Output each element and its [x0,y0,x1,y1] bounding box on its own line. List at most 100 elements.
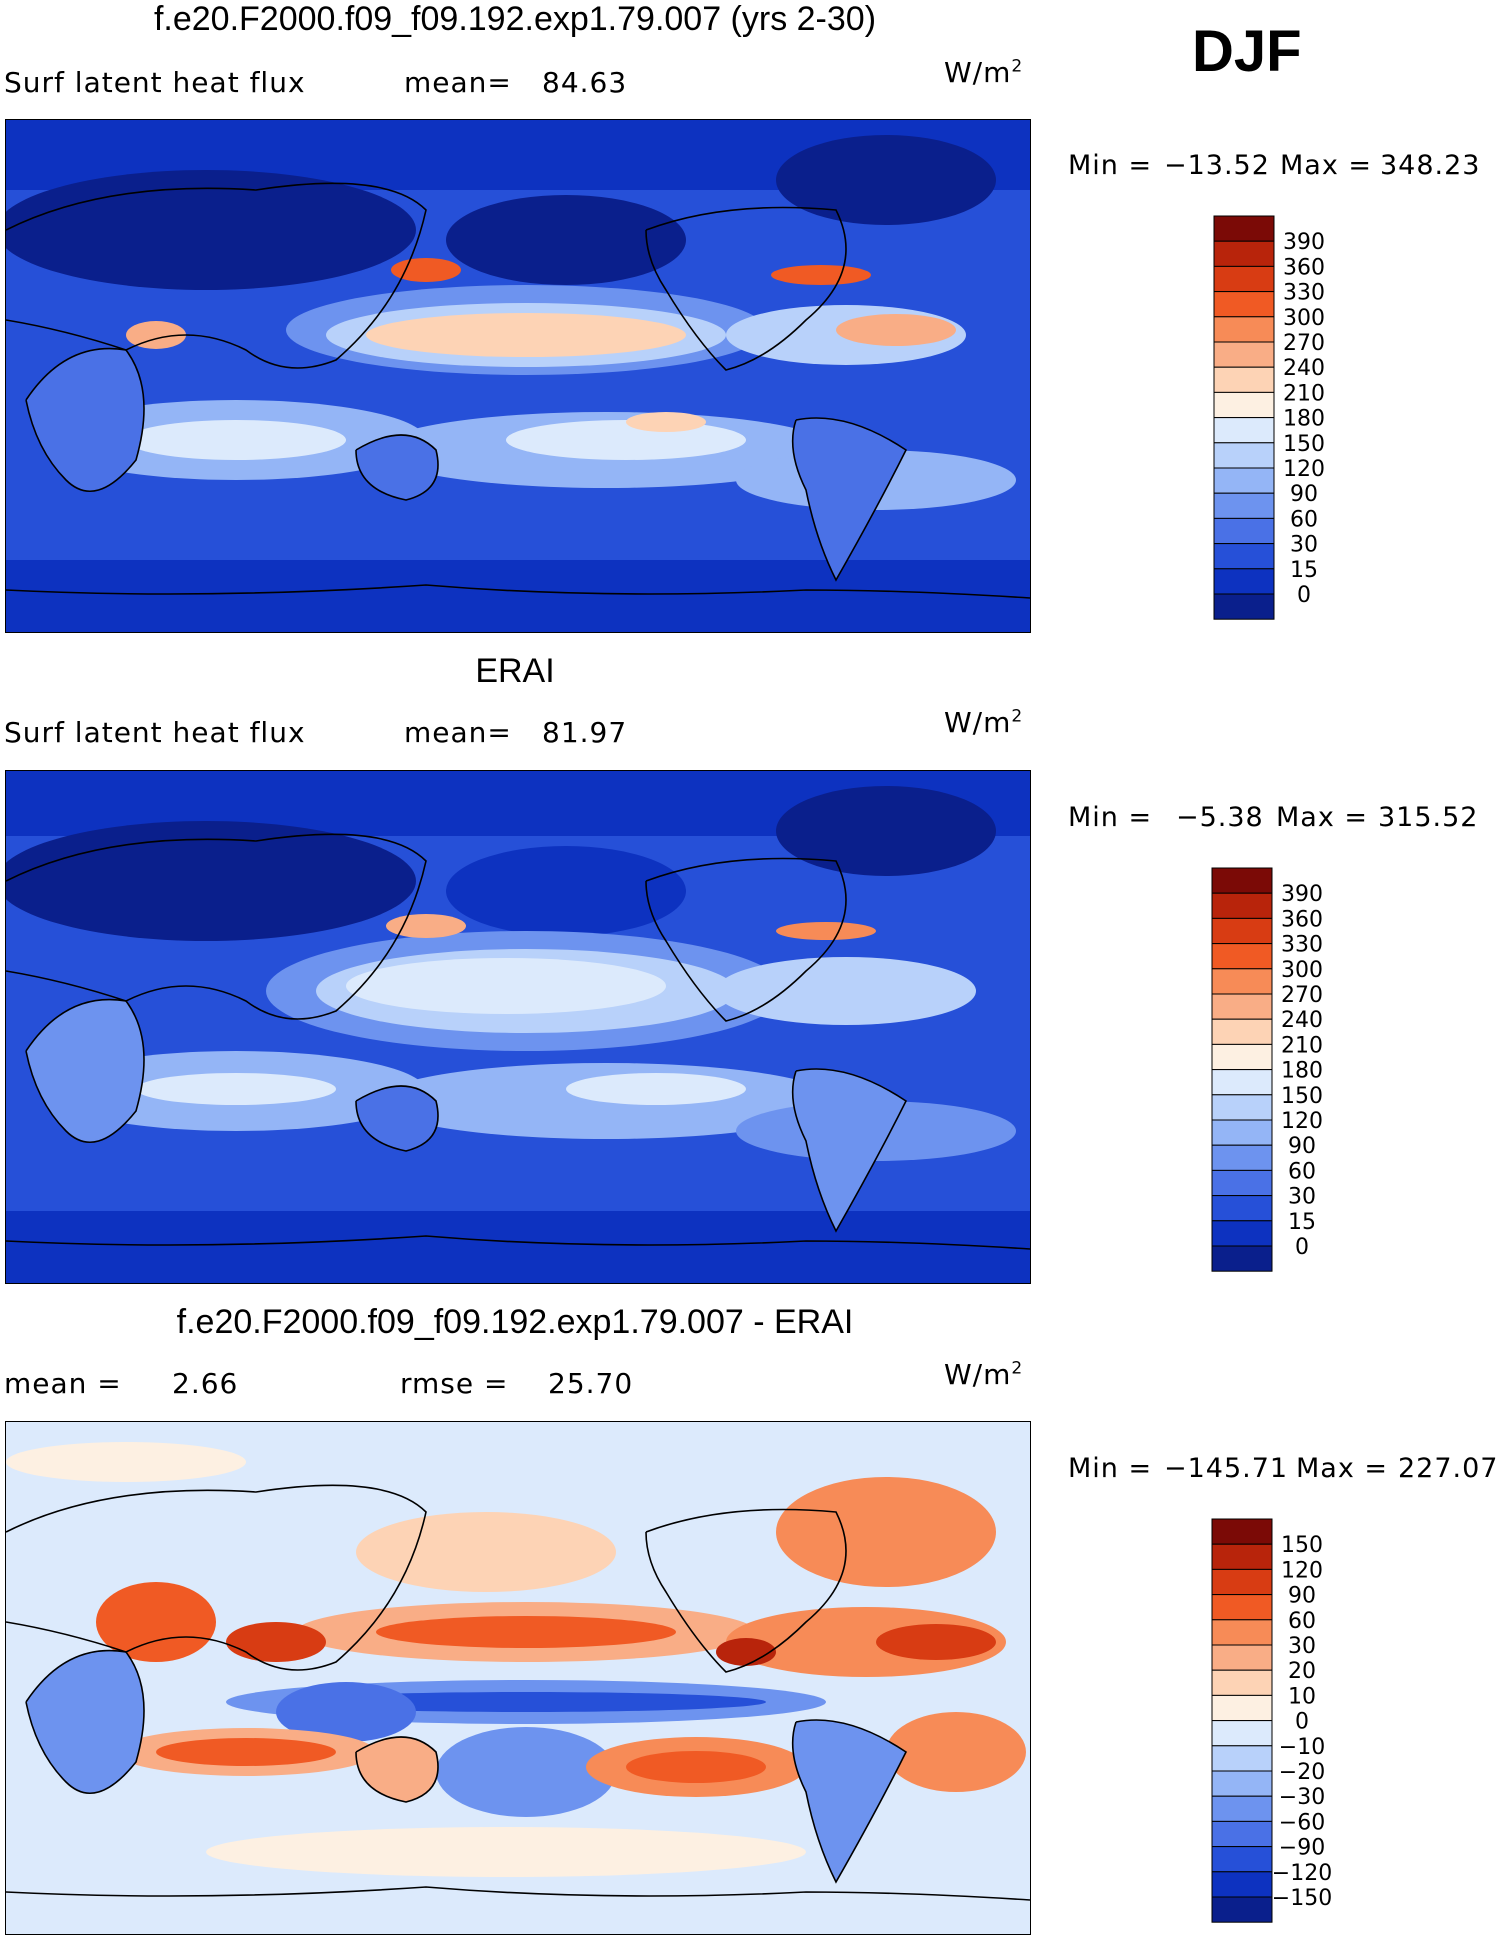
colorbar-swatch [1213,543,1275,570]
panel3-unit: W/m2 [944,1358,1024,1391]
colorbar-swatch [1211,1720,1273,1747]
colorbar-swatch [1211,1069,1273,1096]
panel2-map [5,770,1031,1284]
colorbar-tick-label: −60 [1279,1810,1325,1835]
panel3-rmse-value: 25.70 [548,1367,634,1400]
colorbar-tick-label: 0 [1297,583,1311,608]
colorbar-swatch [1213,467,1275,494]
colorbar-swatch [1211,1745,1273,1772]
panel2-max-value: 315.52 [1378,802,1479,833]
colorbar-swatch [1211,1518,1273,1545]
colorbar-swatch [1213,215,1275,242]
colorbar-tick-label: −120 [1272,1861,1332,1886]
colorbar-tick-label: 330 [1281,933,1323,958]
colorbar-swatch [1211,1820,1273,1848]
panel2-mean-label: mean= [404,716,512,749]
colorbar-tick-label: 210 [1283,381,1325,406]
colorbar-swatch [1211,1094,1273,1121]
colorbar-swatch [1211,892,1273,919]
colorbar-tick-label: 150 [1281,1533,1323,1558]
colorbar-swatch [1211,1770,1273,1797]
colorbar-swatch [1211,1043,1273,1071]
panel3-min-label: Min = [1068,1453,1153,1484]
colorbar-swatch [1211,968,1273,995]
colorbar-swatch [1213,442,1275,469]
panel1-map [5,119,1031,633]
colorbar-swatch [1213,593,1275,620]
panel3-colorbar: 150 120 90 60 30 20 10 0 −10 −20 −30 −60 −90 −120 −150 [1211,1518,1412,1929]
colorbar-tick-label: 390 [1283,230,1325,255]
colorbar-swatch [1213,265,1275,293]
colorbar-tick-label: 360 [1281,907,1323,932]
colorbar-tick-label: 60 [1290,507,1318,532]
panel2-min-label: Min = [1068,802,1153,833]
panel1-max-value: 348.23 [1380,150,1481,181]
panel2-min-value: −5.38 [1176,802,1264,833]
colorbar-tick-label: 120 [1281,1109,1323,1134]
panel1-title: f.e20.F2000.f09_f09.192.exp1.79.007 (yrs… [153,0,877,38]
colorbar-swatch [1213,240,1275,267]
panel3-max-value: 227.07 [1398,1453,1499,1484]
panel1-min-label: Min = [1068,150,1153,181]
colorbar-tick-label: −10 [1279,1735,1325,1760]
colorbar-tick-label: 90 [1290,482,1318,507]
panel2-unit: W/m2 [944,706,1024,739]
colorbar-swatch [1211,1619,1273,1646]
colorbar-swatch [1213,417,1275,444]
colorbar-tick-label: −90 [1279,1836,1325,1861]
colorbar-swatch [1213,341,1275,368]
colorbar-tick-label: 60 [1288,1159,1316,1184]
panel1-min-value: −13.52 [1164,150,1270,181]
colorbar-swatch [1211,917,1273,945]
colorbar-tick-label: 90 [1288,1584,1316,1609]
colorbar-swatch [1211,1846,1273,1873]
colorbar-swatch [1211,1018,1273,1045]
colorbar-swatch [1211,1644,1273,1671]
colorbar-tick-label: 300 [1283,306,1325,331]
colorbar-tick-label: 120 [1283,457,1325,482]
colorbar-tick-label: 15 [1288,1210,1316,1235]
colorbar-swatch [1211,1119,1273,1146]
panel3-title: f.e20.F2000.f09_f09.192.exp1.79.007 - ER… [176,1303,854,1341]
colorbar-swatch [1211,1543,1273,1570]
colorbar-swatch [1211,1169,1273,1197]
colorbar-tick-label: 0 [1295,1710,1309,1735]
colorbar-tick-label: 30 [1288,1185,1316,1210]
colorbar-swatch [1211,1896,1273,1923]
colorbar-tick-label: 270 [1281,983,1323,1008]
panel3-max-label: Max = [1296,1453,1389,1484]
colorbar-tick-label: 0 [1295,1235,1309,1260]
colorbar-swatch [1213,366,1275,393]
colorbar-swatch [1213,391,1275,419]
colorbar-swatch [1213,517,1275,545]
panel3-map [5,1421,1031,1935]
panel1-variable: Surf latent heat flux [4,66,306,99]
colorbar-swatch [1211,1795,1273,1822]
season-label: DJF [1192,19,1302,84]
colorbar-swatch [1211,1568,1273,1596]
panel1-mean-label: mean= [404,66,512,99]
colorbar-swatch [1211,867,1273,894]
colorbar-tick-label: 90 [1288,1134,1316,1159]
colorbar-tick-label: 240 [1281,1008,1323,1033]
panel2-max-label: Max = [1276,802,1369,833]
colorbar-swatch [1213,291,1275,318]
colorbar-tick-label: 300 [1281,958,1323,983]
colorbar-tick-label: 180 [1283,407,1325,432]
colorbar-swatch [1211,1195,1273,1222]
colorbar-tick-label: 15 [1290,558,1318,583]
panel3-rmse-label: rmse = [400,1367,509,1400]
colorbar-tick-label: −30 [1279,1785,1325,1810]
colorbar-tick-label: 60 [1288,1609,1316,1634]
panel1-max-label: Max = [1280,150,1373,181]
colorbar-swatch [1213,316,1275,343]
panel2-variable: Surf latent heat flux [4,716,306,749]
panel2-title: ERAI [475,652,555,690]
colorbar-swatch [1211,1245,1273,1272]
panel1-mean-value: 84.63 [542,66,628,99]
colorbar-swatch [1211,1144,1273,1171]
colorbar-swatch [1211,1594,1273,1621]
colorbar-tick-label: 30 [1288,1634,1316,1659]
panel3-min-value: −145.71 [1164,1453,1289,1484]
panel3-mean-label: mean = [4,1367,122,1400]
